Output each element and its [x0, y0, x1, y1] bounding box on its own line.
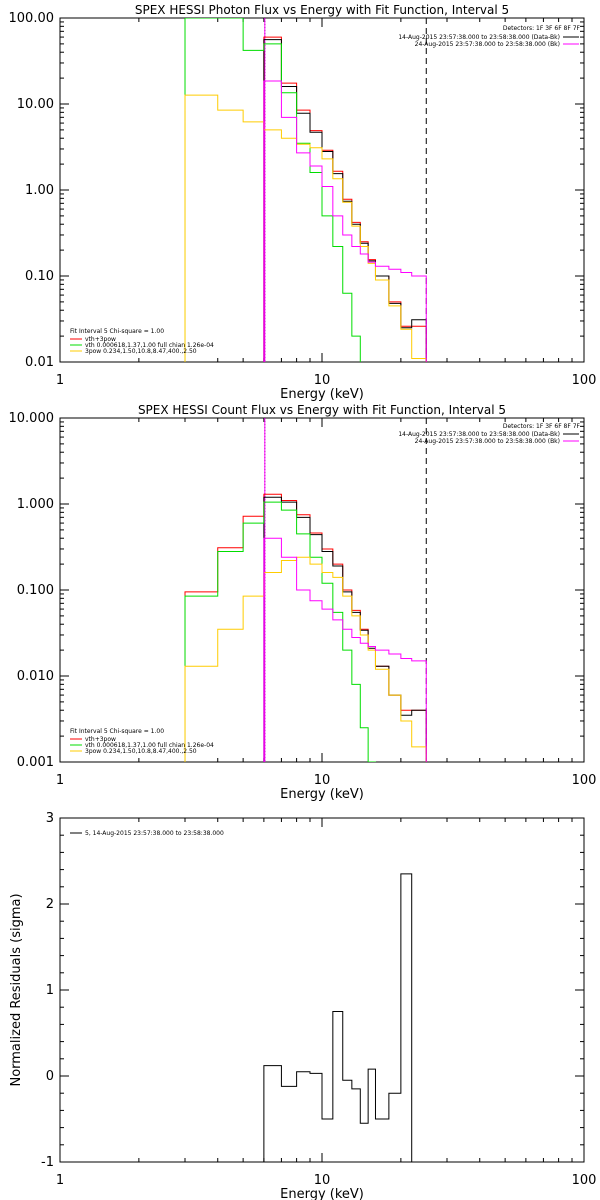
y-tick-label: 3 [46, 811, 54, 826]
info-line: Detectors: 1F 3F 6F 8F 7F [503, 25, 581, 32]
x-tick-label: 100 [572, 1173, 597, 1188]
info-line: 14-Aug-2015 23:57:38.000 to 23:58:38.000… [398, 431, 560, 438]
x-tick-label: 100 [572, 773, 597, 788]
plot-frame [59, 417, 585, 763]
count-flux-panel: SPEX HESSI Count Flux vs Energy with Fit… [9, 403, 597, 802]
x-tick-label: 10 [314, 373, 331, 388]
y-tick-label: 1.00 [25, 183, 54, 198]
series-line-data [263, 39, 427, 362]
y-tick-label: 1.000 [17, 497, 54, 512]
spectra [184, 493, 427, 762]
x-tick-label: 1 [56, 773, 64, 788]
residuals-panel: 1 10 100 -1 0 1 2 3 Energy (keV) Normali… [9, 811, 596, 1200]
axis-ticks [59, 17, 585, 363]
y-tick-label: 1 [46, 983, 54, 998]
info-line: Detectors: 1F 3F 6F 8F 7F [503, 423, 581, 430]
fit-range-markers [264, 418, 427, 762]
axis-ticks [59, 817, 585, 1163]
y-tick-label: 100.00 [9, 11, 55, 26]
legend-entry: 5, 14-Aug-2015 23:57:38.000 to 23:58:38.… [85, 830, 224, 837]
legend-header: Fit Interval 5 Chi-square = 1.00 [70, 728, 164, 735]
series-line-power-law [184, 556, 427, 762]
legend-entry: vth+3pow [85, 736, 116, 743]
y-tick-label: 0.10 [25, 269, 54, 284]
legend-entry: 3pow 0.234,1.50,10.8,8.47,400.,2.50 [85, 348, 197, 355]
series-line-thermal [184, 501, 376, 762]
panel-title: SPEX HESSI Count Flux vs Energy with Fit… [138, 403, 506, 417]
legend-entry: vth 0.000618,1.37,1.00 full chian 1.26e-… [85, 342, 214, 349]
y-tick-label: 0 [46, 1069, 54, 1084]
y-tick-label: 10.000 [9, 411, 55, 426]
x-tick-label: 10 [314, 1173, 331, 1188]
spectra [263, 873, 413, 1162]
panel-title: SPEX HESSI Photon Flux vs Energy with Fi… [135, 3, 509, 17]
legend-entry: 3pow 0.234,1.50,10.8,8.47,400.,2.50 [85, 748, 197, 755]
x-axis-title: Energy (keV) [280, 787, 364, 802]
x-tick-label: 1 [56, 1173, 64, 1188]
info-line: 14-Aug-2015 23:57:38.000 to 23:58:38.000… [398, 34, 560, 41]
y-tick-label: 0.100 [17, 583, 54, 598]
legend-entry: vth+3pow [85, 336, 116, 343]
series-line-background [263, 80, 427, 362]
x-tick-label: 100 [572, 373, 597, 388]
y-tick-label: 0.01 [25, 355, 54, 370]
legend-header: Fit Interval 5 Chi-square = 1.00 [70, 328, 164, 335]
x-axis-title: Energy (keV) [280, 387, 364, 402]
x-tick-label: 1 [56, 373, 64, 388]
y-tick-label: 2 [46, 897, 54, 912]
y-tick-label: -1 [41, 1155, 54, 1170]
series-line-total-fit [263, 36, 427, 362]
fit-range-markers [264, 18, 427, 362]
series-line-background [263, 537, 427, 762]
y-tick-label: 0.010 [17, 669, 54, 684]
info-line: 24-Aug-2015 23:57:38.000 to 23:58:38.000… [415, 41, 560, 48]
spectra [184, 18, 427, 362]
photon-flux-panel: SPEX HESSI Photon Flux vs Energy with Fi… [9, 3, 597, 402]
series-line-data [263, 873, 413, 1162]
axis-ticks [59, 417, 585, 763]
series-line-thermal [184, 18, 361, 362]
series-line-total-fit [184, 493, 427, 762]
x-axis-title: Energy (keV) [280, 1187, 364, 1200]
x-tick-label: 10 [314, 773, 331, 788]
series-line-power-law [184, 94, 427, 362]
info-line: 24-Aug-2015 23:57:38.000 to 23:58:38.000… [415, 438, 560, 445]
y-tick-label: 10.00 [17, 97, 54, 112]
y-tick-label: 0.001 [17, 755, 54, 770]
legend-entry: vth 0.000618,1.37,1.00 full chian 1.26e-… [85, 742, 214, 749]
y-axis-title: Normalized Residuals (sigma) [9, 893, 24, 1086]
series-line-data [263, 496, 427, 762]
